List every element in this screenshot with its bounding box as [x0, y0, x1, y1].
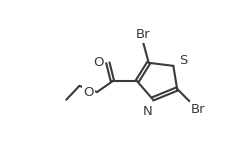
Text: S: S	[179, 54, 187, 67]
Text: Br: Br	[135, 28, 150, 41]
Text: Br: Br	[190, 103, 205, 116]
Text: O: O	[93, 56, 104, 69]
Text: N: N	[142, 105, 151, 118]
Text: O: O	[83, 85, 94, 99]
